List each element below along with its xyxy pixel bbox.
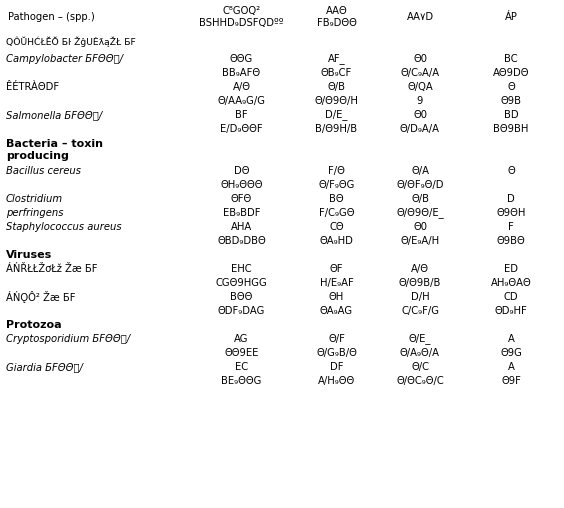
Text: A: A [508, 362, 514, 372]
Text: Θ9B: Θ9B [500, 96, 522, 106]
Text: BD: BD [504, 110, 518, 120]
Text: Θ/QA: Θ/QA [407, 82, 433, 92]
Text: Salmonella БFΘΘ٧/: Salmonella БFΘΘ٧/ [6, 110, 102, 120]
Text: Θ/Θ9Θ/H: Θ/Θ9Θ/H [315, 96, 359, 106]
Text: ΘD₉HF: ΘD₉HF [495, 306, 527, 316]
Text: Θ9G: Θ9G [500, 348, 522, 358]
Text: Θ/F: Θ/F [328, 334, 345, 344]
Text: AAΘ
FB₉DΘΘ: AAΘ FB₉DΘΘ [316, 6, 356, 28]
Text: EB₉BDF: EB₉BDF [223, 208, 260, 218]
Text: D: D [507, 194, 515, 204]
Text: AΘ9DΘ: AΘ9DΘ [493, 68, 529, 78]
Text: DF: DF [330, 362, 343, 372]
Text: AH₉ΘAΘ: AH₉ΘAΘ [491, 278, 531, 288]
Text: QÔŬHĆŁĔŎ Бŀ ŽĝUĖƛąŽŁ БF: QÔŬHĆŁĔŎ Бŀ ŽĝUĖƛąŽŁ БF [6, 37, 136, 47]
Text: A/H₉ΘΘ: A/H₉ΘΘ [318, 376, 355, 386]
Text: Θ9F: Θ9F [501, 376, 521, 386]
Text: A/Θ: A/Θ [232, 82, 250, 92]
Text: AG: AG [234, 334, 249, 344]
Text: Viruses: Viruses [6, 250, 52, 260]
Text: Θ/A₉Θ/A: Θ/A₉Θ/A [400, 348, 440, 358]
Text: Θ/D₉A/A: Θ/D₉A/A [400, 124, 440, 134]
Text: perfringens: perfringens [6, 208, 64, 218]
Text: Cryptosporidium БFΘΘ٧/: Cryptosporidium БFΘΘ٧/ [6, 334, 130, 344]
Text: ED: ED [504, 264, 518, 274]
Text: Θ/A: Θ/A [411, 166, 429, 176]
Text: Θ/F₉ΘG: Θ/F₉ΘG [318, 180, 355, 190]
Text: ΘH₉ΘΘΘ: ΘH₉ΘΘΘ [221, 180, 263, 190]
Text: A: A [508, 334, 514, 344]
Text: ΘA₉HD: ΘA₉HD [320, 236, 354, 246]
Text: H/E₉AF: H/E₉AF [320, 278, 354, 288]
Text: F: F [508, 222, 514, 232]
Text: Θ/G₉B/Θ: Θ/G₉B/Θ [316, 348, 357, 358]
Text: Staphylococcus aureus: Staphylococcus aureus [6, 222, 122, 232]
Text: Θ0: Θ0 [413, 222, 427, 232]
Text: A/Θ: A/Θ [411, 264, 429, 274]
Text: Θ/C₉A/A: Θ/C₉A/A [400, 68, 439, 78]
Text: ÊÉTRÀΘDF: ÊÉTRÀΘDF [6, 82, 59, 92]
Text: DΘ: DΘ [233, 166, 249, 176]
Text: ΘΘ9EE: ΘΘ9EE [224, 348, 259, 358]
Text: AF_: AF_ [328, 53, 345, 65]
Text: ΘΘG: ΘΘG [230, 54, 253, 64]
Text: BC: BC [504, 54, 518, 64]
Text: ÁŃŘŁŁŽơŁž Žæ БF: ÁŃŘŁŁŽơŁž Žæ БF [6, 264, 98, 274]
Text: BΘ9BH: BΘ9BH [494, 124, 528, 134]
Text: Θ/AA₉G/G: Θ/AA₉G/G [218, 96, 266, 106]
Text: Protozoa: Protozoa [6, 320, 61, 330]
Text: ΘH: ΘH [329, 292, 344, 302]
Text: Θ/B: Θ/B [411, 194, 429, 204]
Text: BΘ: BΘ [329, 194, 344, 204]
Text: Θ/B: Θ/B [328, 82, 346, 92]
Text: C⁸GOQ²
BSHHD₉DSFQDºº: C⁸GOQ² BSHHD₉DSFQDºº [199, 6, 284, 28]
Text: CΘ: CΘ [329, 222, 344, 232]
Text: BB₉AFΘ: BB₉AFΘ [222, 68, 261, 78]
Text: Θ9ΘH: Θ9ΘH [496, 208, 526, 218]
Text: F/Θ: F/Θ [328, 166, 345, 176]
Text: Bacillus cereus: Bacillus cereus [6, 166, 81, 176]
Text: ΘB₉CF: ΘB₉CF [321, 68, 352, 78]
Text: Θ/ΘC₉Θ/C: Θ/ΘC₉Θ/C [396, 376, 444, 386]
Text: Clostridium: Clostridium [6, 194, 63, 204]
Text: Θ: Θ [507, 82, 515, 92]
Text: Campylobacter БFΘΘ٧/: Campylobacter БFΘΘ٧/ [6, 54, 123, 64]
Text: ΘA₉AG: ΘA₉AG [320, 306, 353, 316]
Text: C/C₉F/G: C/C₉F/G [401, 306, 439, 316]
Text: Θ/E₉A/H: Θ/E₉A/H [400, 236, 439, 246]
Text: Θ0: Θ0 [413, 110, 427, 120]
Text: ÁP: ÁP [505, 12, 517, 22]
Text: E/D₉ΘΘF: E/D₉ΘΘF [220, 124, 263, 134]
Text: CD: CD [504, 292, 518, 302]
Text: AA٧D: AA٧D [407, 12, 434, 22]
Text: EHC: EHC [231, 264, 252, 274]
Text: ÁŃǪÔ² Žæ БF: ÁŃǪÔ² Žæ БF [6, 291, 76, 303]
Text: ΘBD₉DBΘ: ΘBD₉DBΘ [217, 236, 266, 246]
Text: Θ: Θ [507, 166, 515, 176]
Text: BE₉ΘΘG: BE₉ΘΘG [221, 376, 262, 386]
Text: ΘF: ΘF [330, 264, 343, 274]
Text: CGΘ9HGG: CGΘ9HGG [215, 278, 267, 288]
Text: Θ/ΘF₉Θ/D: Θ/ΘF₉Θ/D [396, 180, 444, 190]
Text: Θ/Θ9B/B: Θ/Θ9B/B [399, 278, 441, 288]
Text: BF: BF [235, 110, 248, 120]
Text: AHA: AHA [231, 222, 252, 232]
Text: D/H: D/H [411, 292, 429, 302]
Text: Θ/C: Θ/C [411, 362, 429, 372]
Text: Bacteria – toxin
producing: Bacteria – toxin producing [6, 139, 103, 161]
Text: Θ0: Θ0 [413, 54, 427, 64]
Text: Θ/E_: Θ/E_ [409, 334, 431, 344]
Text: ΘDF₉DAG: ΘDF₉DAG [218, 306, 265, 316]
Text: EC: EC [235, 362, 248, 372]
Text: B/Θ9H/B: B/Θ9H/B [315, 124, 358, 134]
Text: D/E_: D/E_ [325, 110, 347, 120]
Text: BΘΘ: BΘΘ [230, 292, 253, 302]
Text: F/C₉GΘ: F/C₉GΘ [319, 208, 354, 218]
Text: Pathogen – (spp.): Pathogen – (spp.) [8, 12, 95, 22]
Text: ΘFΘ: ΘFΘ [231, 194, 252, 204]
Text: Giardia БFΘΘ٧/: Giardia БFΘΘ٧/ [6, 362, 83, 372]
Text: Θ9BΘ: Θ9BΘ [497, 236, 526, 246]
Text: Θ/Θ9Θ/E_: Θ/Θ9Θ/E_ [396, 208, 444, 218]
Text: 9: 9 [417, 96, 423, 106]
